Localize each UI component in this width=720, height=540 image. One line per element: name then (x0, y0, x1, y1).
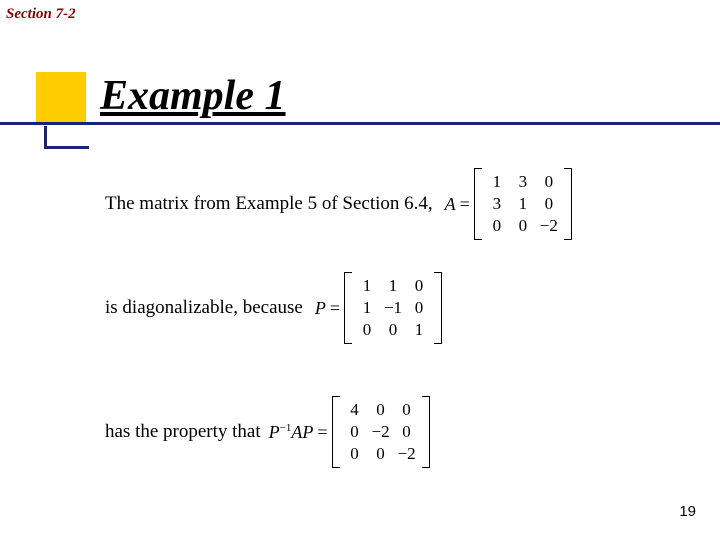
line-3-equation: P−1AP = 4000−2000−2 (269, 396, 430, 468)
eq-lhs: P (315, 298, 326, 319)
line-2-equation: P = 1101−10001 (315, 272, 442, 344)
eq-op: = (313, 422, 331, 443)
line-2-text: is diagonalizable, because (105, 297, 303, 319)
line-3-text: has the property that (105, 421, 261, 443)
eq-op: = (456, 194, 474, 215)
line-1-equation: A = 13031000−2 (445, 168, 572, 240)
header-block: Example 1 (0, 72, 720, 152)
accent-line-short (44, 146, 89, 149)
line-1-text: The matrix from Example 5 of Section 6.4… (105, 193, 433, 215)
page-title: Example 1 (100, 72, 286, 120)
matrix-P-rows: 1101−10001 (352, 272, 434, 344)
eq-lhs: P−1AP (269, 422, 314, 443)
matrix-P: 1101−10001 (344, 272, 442, 344)
line-3: has the property that P−1AP = 4000−2000−… (105, 396, 430, 468)
line-2: is diagonalizable, because P = 1101−1000… (105, 272, 442, 344)
eq-op: = (326, 298, 344, 319)
matrix-A: 13031000−2 (474, 168, 572, 240)
matrix-D: 4000−2000−2 (332, 396, 430, 468)
page-number: 19 (679, 503, 696, 520)
eq-lhs: A (445, 194, 456, 215)
line-1: The matrix from Example 5 of Section 6.4… (105, 168, 695, 240)
accent-line-vert (44, 126, 47, 148)
accent-line-top (0, 122, 720, 125)
accent-box (36, 72, 86, 122)
matrix-A-rows: 13031000−2 (482, 168, 564, 240)
section-label: Section 7-2 (6, 6, 76, 23)
matrix-D-rows: 4000−2000−2 (340, 396, 422, 468)
